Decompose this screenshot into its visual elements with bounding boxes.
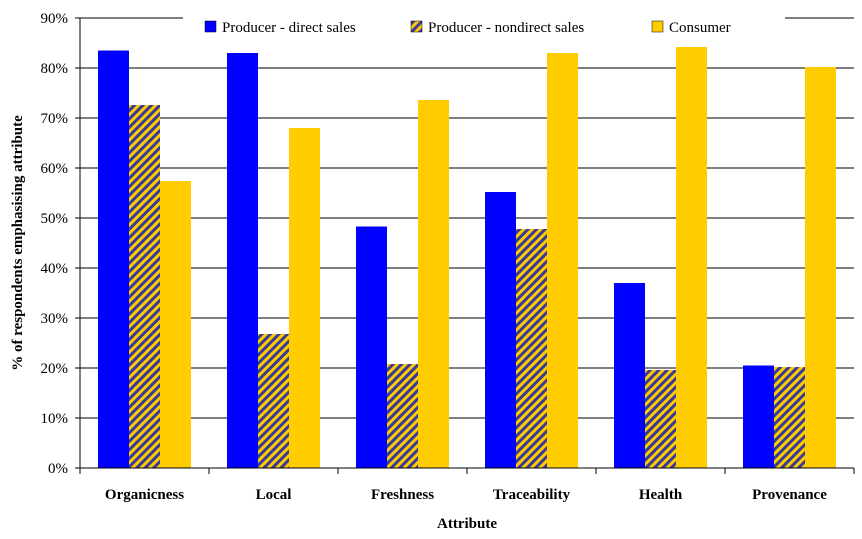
x-category-label: Traceability [493, 487, 571, 503]
bar-local-series-1 [227, 53, 258, 468]
legend: Producer - direct sales Producer - nondir… [183, 8, 785, 44]
bar-organicness-series-3 [160, 181, 191, 468]
x-category-labels: Organicness Local Freshness Traceability Hea… [105, 487, 827, 503]
bar-traceability-series-2 [516, 229, 547, 468]
bars [98, 47, 836, 468]
bar-organicness-series-2 [129, 105, 160, 468]
bar-provenance-series-3 [805, 67, 836, 468]
bar-organicness-series-1 [98, 50, 129, 468]
bar-local-series-2 [258, 334, 289, 468]
bar-provenance-series-2 [774, 367, 805, 468]
bar-freshness-series-1 [356, 226, 387, 468]
legend-label: Producer - nondirect sales [428, 20, 584, 36]
legend-label: Producer - direct sales [222, 20, 356, 36]
x-category-label: Freshness [371, 487, 434, 503]
y-tick-label: 40% [41, 261, 69, 277]
legend-swatch [204, 20, 217, 33]
legend-background [183, 8, 785, 44]
bar-freshness-series-3 [418, 100, 449, 468]
y-tick-label: 10% [41, 411, 69, 427]
x-category-label: Organicness [105, 487, 184, 503]
bar-local-series-3 [289, 128, 320, 468]
x-category-label: Provenance [752, 487, 827, 503]
x-category-label: Health [639, 487, 683, 503]
y-tick-label: 30% [41, 311, 69, 327]
y-tick-label: 80% [41, 61, 69, 77]
bar-freshness-series-2 [387, 364, 418, 468]
bar-health-series-1 [614, 283, 645, 468]
y-tick-label: 90% [41, 11, 69, 27]
bar-traceability-series-1 [485, 192, 516, 468]
y-tick-label: 70% [41, 111, 69, 127]
legend-swatch [410, 20, 423, 33]
legend-swatch [651, 20, 664, 33]
x-category-label: Local [256, 487, 292, 503]
y-tick-label: 20% [41, 361, 69, 377]
bar-provenance-series-1 [743, 365, 774, 468]
y-tick-label: 0% [48, 461, 68, 477]
x-axis-title: Attribute [437, 516, 497, 532]
gridlines [80, 17, 854, 419]
legend-label: Consumer [669, 20, 731, 36]
y-tick-label: 50% [41, 211, 69, 227]
y-tick-label: 60% [41, 161, 69, 177]
axes [75, 17, 855, 474]
bar-health-series-3 [676, 47, 707, 468]
y-tick-labels: 0% 10% 20% 30% 40% 50% 60% 70% 80% 90% [41, 11, 69, 477]
bar-traceability-series-3 [547, 53, 578, 468]
y-axis-title: % of respondents emphasising attribute [10, 115, 26, 371]
bar-health-series-2 [645, 370, 676, 468]
